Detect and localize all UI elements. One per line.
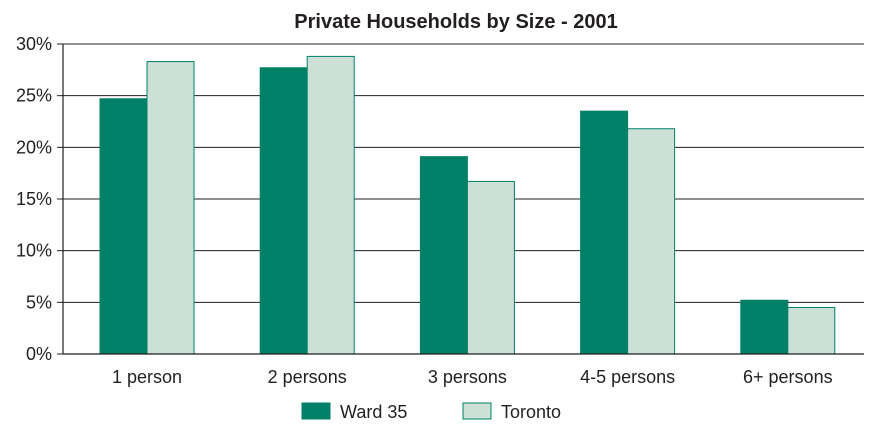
x-tick-label: 6+ persons bbox=[743, 367, 833, 387]
legend-label-ward-35: Ward 35 bbox=[340, 402, 407, 422]
x-tick-label: 2 persons bbox=[268, 367, 347, 387]
y-tick-label: 0% bbox=[26, 344, 52, 364]
y-tick-labels: 0% 5% 10% 15% 20% 25% 30% bbox=[16, 34, 52, 364]
legend-swatch-toronto bbox=[462, 402, 492, 420]
bar-ward-35-3 bbox=[419, 156, 468, 355]
bar-ward-35-5 bbox=[740, 299, 789, 355]
legend-label-toronto: Toronto bbox=[501, 402, 561, 422]
y-tick-label: 20% bbox=[16, 137, 52, 157]
x-tick-labels: 1 person 2 persons 3 persons 4-5 persons 6+ … bbox=[112, 367, 833, 387]
y-tick-label: 10% bbox=[16, 241, 52, 261]
axes bbox=[62, 44, 864, 355]
bar-toronto-5 bbox=[787, 307, 836, 355]
bar-ward-35-4 bbox=[580, 110, 629, 355]
bar-ward-35-1 bbox=[99, 98, 148, 355]
x-tick-label: 4-5 persons bbox=[580, 367, 675, 387]
bar-toronto-4 bbox=[627, 128, 676, 355]
bar-toronto-1 bbox=[146, 61, 195, 355]
bar-ward-35-2 bbox=[259, 67, 308, 355]
bars bbox=[99, 55, 836, 355]
legend: Ward 35 Toronto bbox=[301, 402, 561, 422]
y-tick-label: 30% bbox=[16, 34, 52, 54]
legend-swatch-ward-35 bbox=[301, 402, 331, 420]
x-tick-label: 1 person bbox=[112, 367, 182, 387]
y-tick-label: 25% bbox=[16, 86, 52, 106]
bar-toronto-3 bbox=[466, 180, 515, 355]
y-tick-label: 15% bbox=[16, 189, 52, 209]
bar-toronto-2 bbox=[306, 55, 355, 355]
y-tick-label: 5% bbox=[26, 292, 52, 312]
chart-title: Private Households by Size - 2001 bbox=[294, 11, 617, 33]
x-tick-label: 3 persons bbox=[428, 367, 507, 387]
